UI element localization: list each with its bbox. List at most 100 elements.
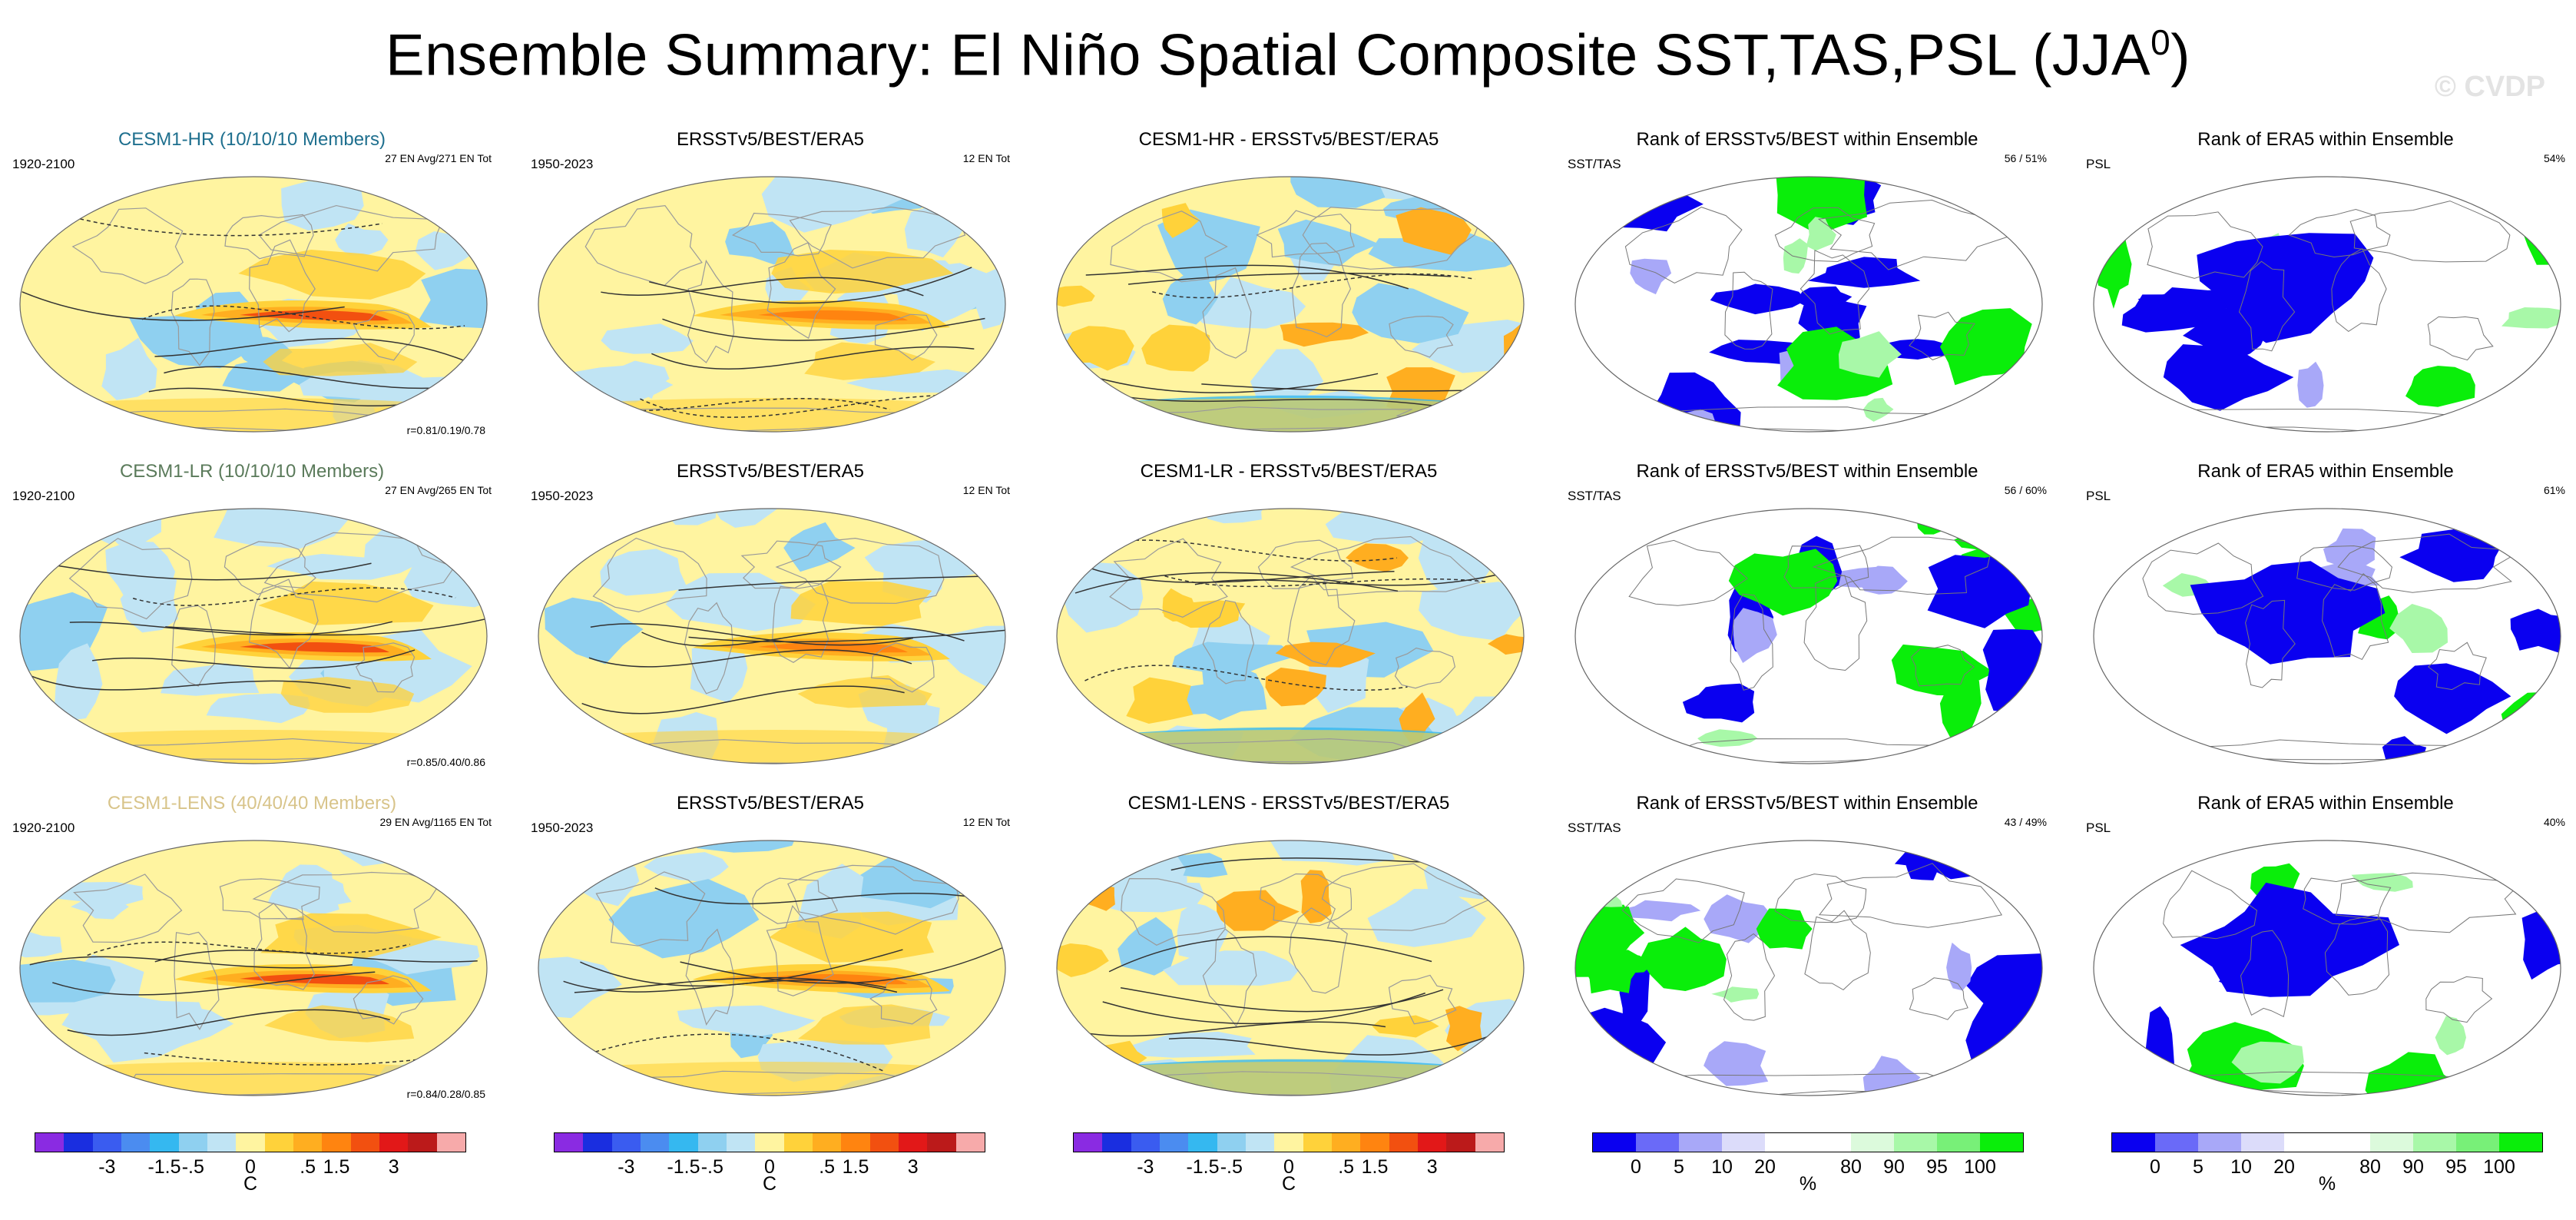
anomaly-patch <box>1063 562 1144 633</box>
colorbar-tick-label: 95 <box>1926 1156 1948 1178</box>
panel-title: Rank of ERA5 within Ensemble <box>2197 129 2454 150</box>
anomaly-patch <box>101 337 157 400</box>
colorbar-unit: C <box>243 1173 258 1195</box>
panel-rank-value: 56 / 51% <box>2004 152 2047 164</box>
panel-correlation: r=0.81/0.19/0.78 <box>406 424 485 436</box>
colorbar-cell <box>1360 1133 1389 1152</box>
map-rank <box>2093 176 2561 433</box>
panel-variable: SST/TAS <box>1568 821 1621 835</box>
anomaly-patch <box>538 408 600 432</box>
panel-variable: PSL <box>2086 489 2111 503</box>
anomaly-patch <box>1171 641 1297 674</box>
colorbar-tick-label: 3 <box>907 1156 919 1178</box>
panel-rank-value: 54% <box>2543 152 2565 164</box>
panel-lens-obs: ERSSTv5/BEST/ERA5 1950-2023 12 EN Tot <box>525 793 1016 1116</box>
colorbar-cell <box>1894 1133 1937 1152</box>
map-rank <box>2093 508 2561 764</box>
colorbar-cell <box>2370 1133 2413 1152</box>
colorbar-cell <box>1446 1133 1475 1152</box>
colorbar-tick-label: 0 <box>1283 1156 1294 1178</box>
colorbar-tick-label: 90 <box>2402 1156 2424 1178</box>
anomaly-patch <box>761 177 914 233</box>
colorbar-cell <box>755 1133 784 1152</box>
colorbar-tick-label: 90 <box>1883 1156 1905 1178</box>
anomaly-patch <box>600 549 687 596</box>
colorbar-cell <box>1937 1133 1980 1152</box>
map-difference <box>1056 176 1525 433</box>
anomaly-patch <box>1419 582 1524 641</box>
colorbar-cell <box>150 1133 179 1152</box>
colorbar-cell <box>92 1133 121 1152</box>
colorbar-cell <box>1679 1133 1722 1152</box>
colorbar-cell <box>2112 1133 2155 1152</box>
colorbar-cell <box>726 1133 756 1152</box>
anomaly-patch <box>335 223 389 256</box>
colorbar-cell <box>898 1133 928 1152</box>
colorbar-tick-label: 10 <box>2230 1156 2252 1178</box>
colorbar-cell <box>1102 1133 1131 1152</box>
panel-lr-model: CESM1-LR (10/10/10 Members) 1920-2100 27… <box>6 461 498 784</box>
panel-title: ERSSTv5/BEST/ERA5 <box>676 793 865 814</box>
anomaly-patch <box>281 181 364 231</box>
colorbar-tick-label: .5 <box>300 1156 316 1178</box>
panel-years: 1920-2100 <box>12 821 75 835</box>
anomaly-patch <box>561 509 624 544</box>
colorbar-tick-label: -.5 <box>1220 1156 1243 1178</box>
anomaly-patch <box>608 879 760 959</box>
colorbar-cell <box>2499 1133 2542 1152</box>
colorbar-cell <box>264 1133 293 1152</box>
panel-years: 1950-2023 <box>531 157 594 171</box>
colorbar-unit: % <box>1799 1173 1817 1195</box>
panel-years: 1950-2023 <box>531 821 594 835</box>
panel-lens-rank-sst: Rank of ERSSTv5/BEST within Ensemble SST… <box>1561 793 2053 1116</box>
colorbar-cell <box>64 1133 93 1152</box>
colorbar-cell <box>1851 1133 1894 1152</box>
colorbar-cell <box>1980 1133 2023 1152</box>
colorbar-tick-label: 5 <box>2193 1156 2204 1178</box>
anomaly-patch <box>300 371 406 399</box>
colorbar-tick-label: 0 <box>764 1156 775 1178</box>
panel-years: 1920-2100 <box>12 489 75 503</box>
colorbar-tick-label: 20 <box>1754 1156 1776 1178</box>
colorbar-cell <box>955 1133 985 1152</box>
panel-title: ERSSTv5/BEST/ERA5 <box>676 129 865 150</box>
colorbar-cell <box>669 1133 698 1152</box>
anomaly-patch <box>1367 889 1486 947</box>
panel-rank-value: 56 / 60% <box>2004 484 2047 496</box>
colorbar-cell <box>2456 1133 2499 1152</box>
colorbar-tick-label: .5 <box>819 1156 836 1178</box>
colorbar-rank-1: 0 5 10 20 80 90 95 100% <box>1592 1132 2024 1195</box>
panel-variable: PSL <box>2086 157 2111 171</box>
colorbar-cell <box>1217 1133 1246 1152</box>
anomaly-patch <box>54 643 103 721</box>
colorbar-cell <box>35 1133 65 1152</box>
colorbar-tick-label: 1.5 <box>323 1156 350 1178</box>
panel-lens-rank-psl: Rank of ERA5 within Ensemble PSL 40% <box>2080 793 2571 1116</box>
anomaly-patch <box>963 194 1005 221</box>
watermark-text: © CVDP <box>2434 71 2545 103</box>
colorbar-cell <box>1303 1133 1332 1152</box>
map-anomaly <box>19 176 488 433</box>
panel-rank-value: 40% <box>2543 816 2565 828</box>
panel-stats: 12 EN Tot <box>962 816 1010 828</box>
panel-stats: 12 EN Tot <box>962 152 1010 164</box>
colorbar-cell <box>640 1133 670 1152</box>
colorbar-cell <box>927 1133 956 1152</box>
map-difference <box>1056 508 1525 764</box>
colorbar-unit: C <box>1281 1173 1296 1195</box>
colorbar-cell <box>408 1133 437 1152</box>
colorbar-cell <box>2241 1133 2284 1152</box>
anomaly-patch <box>1290 177 1391 208</box>
panel-title: CESM1-LENS (40/40/40 Members) <box>107 793 397 814</box>
colorbar-cell <box>2327 1133 2370 1152</box>
map-anomaly <box>538 176 1006 433</box>
colorbar-tick-label: 10 <box>1711 1156 1733 1178</box>
colorbar-cell <box>2413 1133 2456 1152</box>
anomaly-patch <box>665 572 816 632</box>
anomaly-patch <box>725 221 795 265</box>
anomaly-patch <box>20 177 75 228</box>
anomaly-patch <box>687 840 808 853</box>
anomaly-patch <box>1460 1049 1524 1096</box>
panel-title: CESM1-LR - ERSSTv5/BEST/ERA5 <box>1140 461 1438 482</box>
panel-rank-value: 61% <box>2543 484 2565 496</box>
